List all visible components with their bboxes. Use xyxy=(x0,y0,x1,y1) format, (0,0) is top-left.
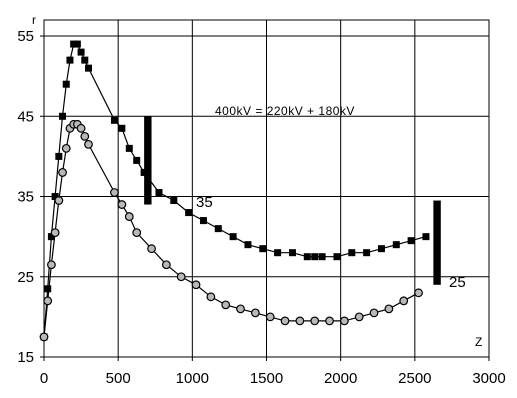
x-tick-label: 2500 xyxy=(398,370,431,387)
data-point-circle xyxy=(76,123,86,133)
data-point-circle xyxy=(414,288,423,298)
data-point-square xyxy=(311,253,319,261)
series-label-35: 35 xyxy=(196,194,213,211)
y-tick-label: 25 xyxy=(17,269,34,286)
data-point-circle xyxy=(221,300,231,310)
series-line-35 xyxy=(43,43,427,337)
data-point-circle xyxy=(124,212,134,221)
data-point-circle xyxy=(325,316,334,326)
data-point-square xyxy=(259,245,267,253)
data-point-square xyxy=(85,64,92,72)
data-point-circle xyxy=(147,244,156,254)
data-point-circle xyxy=(80,131,90,141)
data-point-square xyxy=(81,56,89,64)
data-point-square xyxy=(170,197,178,205)
data-point-square xyxy=(44,285,52,293)
data-point-square xyxy=(288,249,296,257)
data-point-circle xyxy=(265,312,275,322)
data-point-circle xyxy=(84,139,93,149)
series-group xyxy=(39,40,430,342)
black-bar xyxy=(144,116,152,205)
data-point-circle xyxy=(58,168,67,177)
data-point-square xyxy=(303,253,311,261)
series-line-25 xyxy=(43,123,419,337)
data-point-square xyxy=(51,193,59,201)
data-point-square xyxy=(66,56,74,64)
data-point-square xyxy=(214,225,222,233)
data-point-square xyxy=(77,48,85,56)
data-point-circle xyxy=(39,332,49,342)
data-point-square xyxy=(133,156,141,164)
black-bars xyxy=(144,116,441,285)
x-tick-label: 2000 xyxy=(324,370,357,387)
data-point-circle xyxy=(206,292,216,302)
x-tick-label: 500 xyxy=(106,370,131,387)
equation-annotation: 400kV = 220kV + 180kV xyxy=(215,104,355,118)
data-point-square xyxy=(363,249,371,257)
y-tick-label: 55 xyxy=(17,28,34,45)
x-tick-label: 1500 xyxy=(250,370,283,387)
data-point-circle xyxy=(43,296,53,306)
plot-frame xyxy=(43,19,490,358)
data-point-circle xyxy=(61,143,71,153)
data-point-square xyxy=(244,241,252,249)
data-point-circle xyxy=(295,316,305,326)
data-point-square xyxy=(199,217,207,225)
data-point-square xyxy=(318,253,326,261)
data-point-square xyxy=(55,152,63,160)
y-tick-label: 35 xyxy=(17,189,34,206)
data-point-square xyxy=(62,80,70,88)
data-point-square xyxy=(392,241,400,249)
data-point-square xyxy=(155,189,163,197)
data-point-circle xyxy=(369,308,379,318)
data-point-square xyxy=(185,209,193,217)
data-point-square xyxy=(47,233,55,241)
x-axis-label: Z xyxy=(475,335,482,349)
data-point-square xyxy=(422,233,430,241)
data-point-circle xyxy=(310,316,320,326)
data-point-circle xyxy=(176,272,186,282)
data-point-circle xyxy=(191,280,201,290)
data-point-square xyxy=(118,124,126,132)
data-point-square xyxy=(125,144,133,152)
data-point-circle xyxy=(47,260,56,270)
y-tick-label: 15 xyxy=(17,349,34,366)
data-point-circle xyxy=(250,308,260,318)
data-point-circle xyxy=(384,304,394,314)
data-point-circle xyxy=(132,228,142,238)
data-point-square xyxy=(348,249,356,257)
data-point-circle xyxy=(117,200,127,209)
data-point-circle xyxy=(399,296,409,306)
data-point-square xyxy=(140,168,148,176)
data-point-circle xyxy=(54,196,64,205)
data-point-circle xyxy=(110,188,119,197)
y-axis-label: r xyxy=(32,13,36,27)
data-point-square xyxy=(377,245,385,253)
x-tick-label: 3000 xyxy=(472,370,505,387)
data-point-square xyxy=(70,40,78,48)
data-point-circle xyxy=(236,304,245,314)
data-point-square xyxy=(110,116,118,124)
data-point-square xyxy=(333,253,341,261)
data-point-square xyxy=(407,237,415,245)
series-label-25: 25 xyxy=(449,274,466,291)
x-tick-label: 1000 xyxy=(176,370,209,387)
data-point-circle xyxy=(50,228,60,238)
tick-labels: 15 25 35 45 55 0 500 1000 1500 2000 2500 3000 xyxy=(17,28,505,387)
data-point-square xyxy=(229,233,237,241)
data-point-square xyxy=(73,40,81,48)
data-point-square xyxy=(274,249,282,257)
data-point-circle xyxy=(280,316,290,326)
data-point-circle xyxy=(339,316,349,326)
y-tick-label: 45 xyxy=(17,108,34,125)
data-point-square xyxy=(59,112,67,120)
black-bar xyxy=(433,200,441,285)
data-point-circle xyxy=(354,312,364,322)
data-point-circle xyxy=(161,260,171,270)
grid xyxy=(40,20,490,361)
x-tick-label: 0 xyxy=(40,370,48,387)
